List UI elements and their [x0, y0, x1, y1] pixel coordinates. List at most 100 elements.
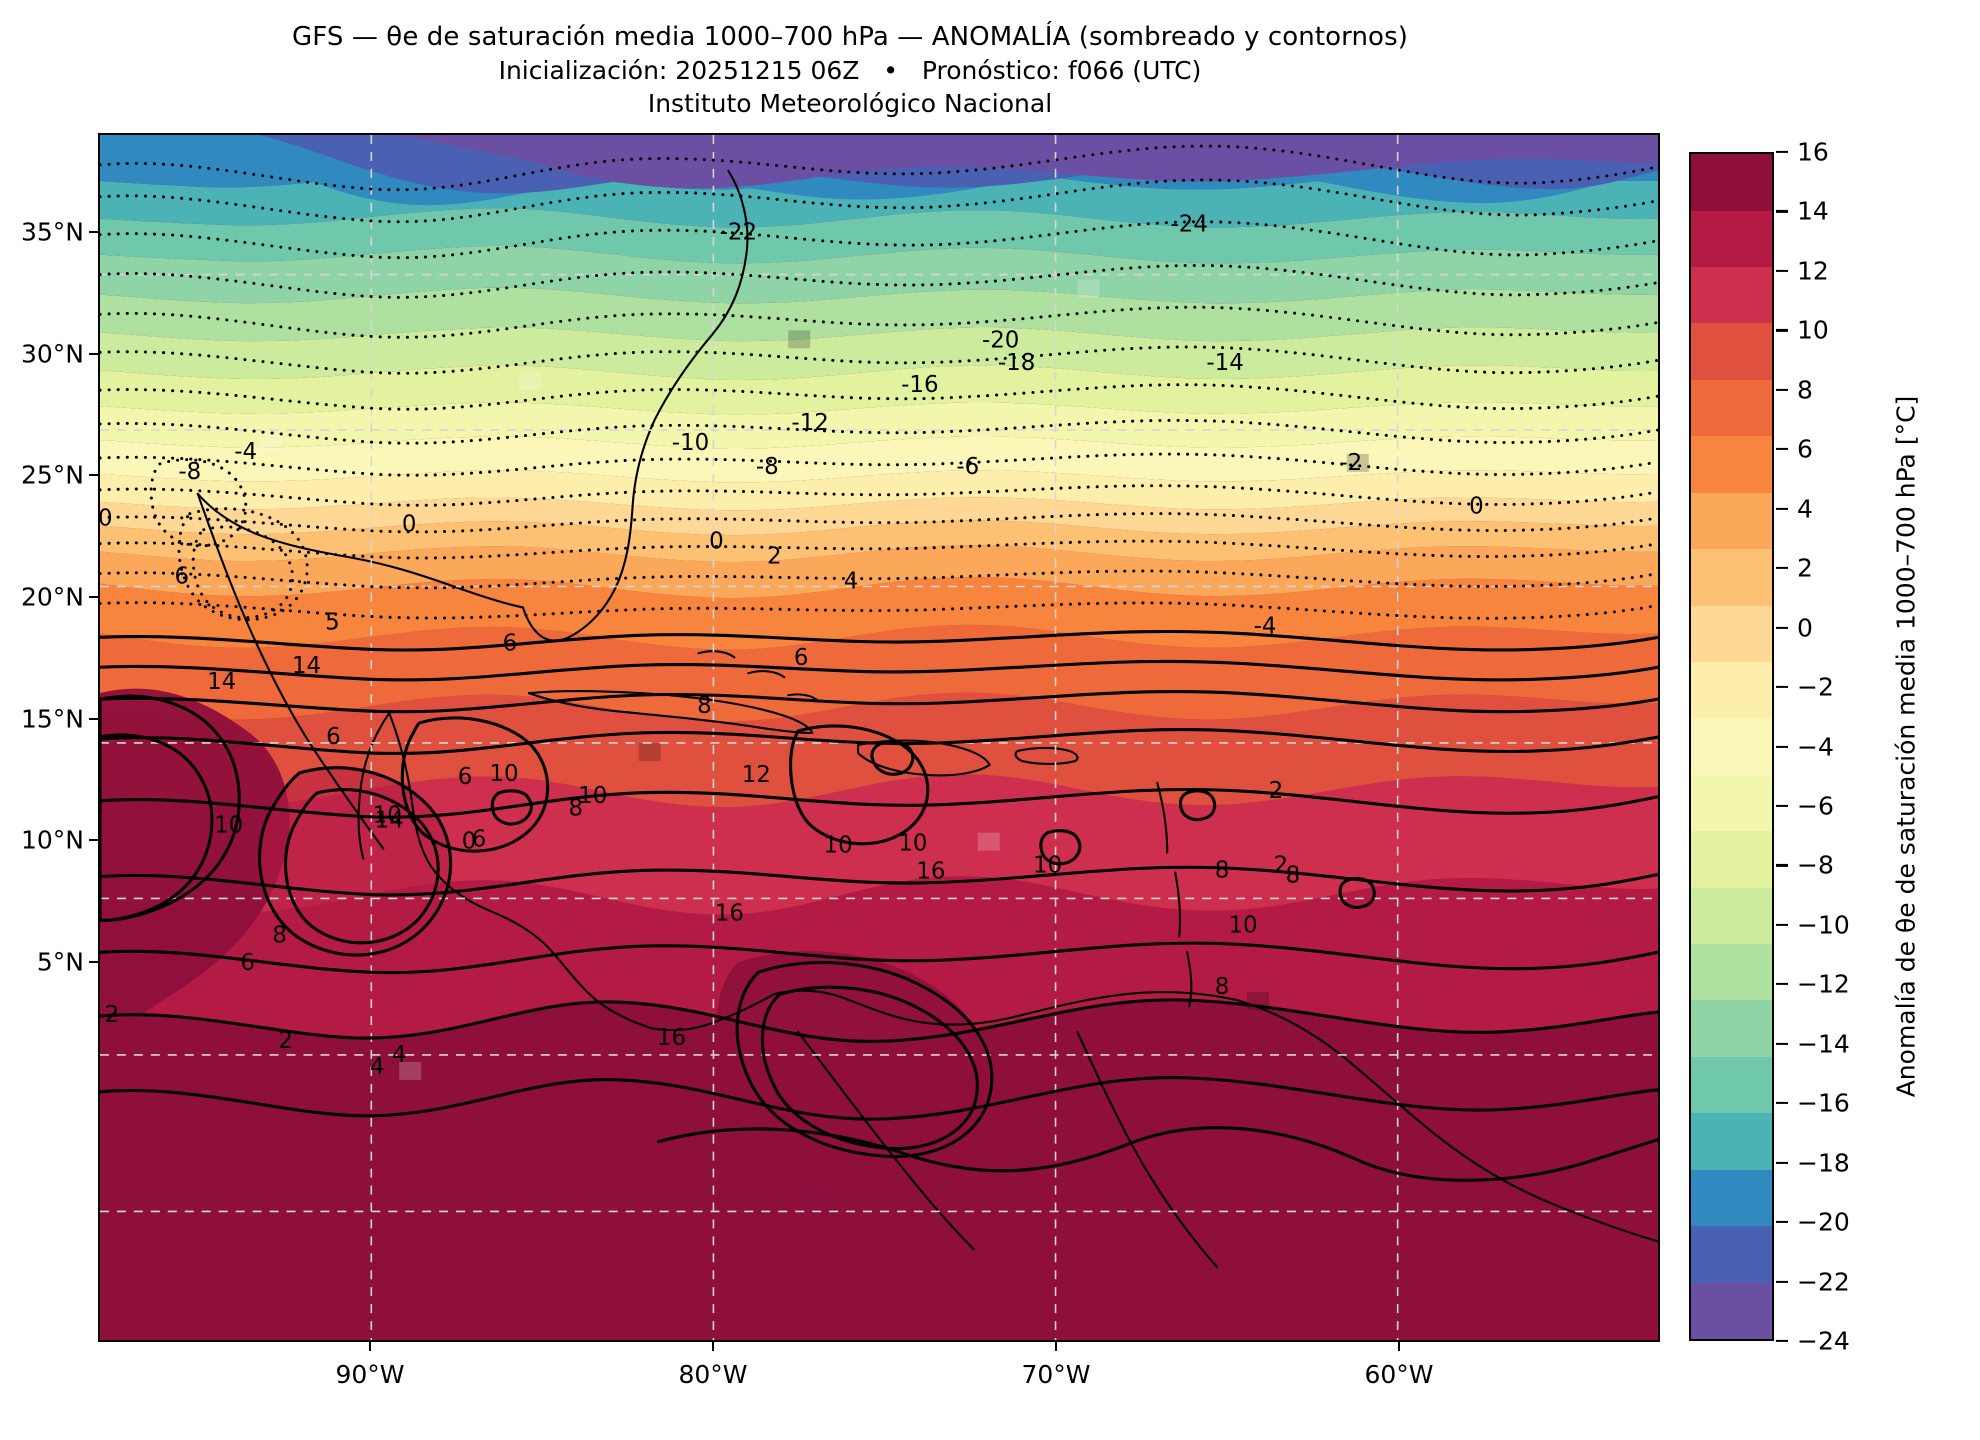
colorbar-ticklabel-−16: −16: [1797, 1088, 1850, 1118]
colorbar-tickmark-4: [1776, 507, 1788, 510]
colorbar-ticklabel-−18: −18: [1797, 1148, 1850, 1178]
colorbar-band-5: [1691, 1000, 1772, 1057]
svg-text:10: 10: [214, 813, 243, 839]
colorbar-tickmark-−22: [1776, 1280, 1788, 1283]
svg-text:4: 4: [370, 1054, 385, 1080]
svg-text:-24: -24: [1170, 212, 1207, 238]
colorbar-band-2: [1691, 1169, 1772, 1227]
colorbar-band-12: [1691, 605, 1772, 662]
svg-text:6: 6: [503, 630, 518, 656]
colorbar-tickmark-−4: [1776, 745, 1788, 748]
colorbar-tickmark-−2: [1776, 685, 1788, 689]
colorbar-ticklabel-−20: −20: [1797, 1207, 1850, 1237]
svg-text:8: 8: [1286, 863, 1301, 889]
colorbar-ticklabel-12: 12: [1797, 256, 1829, 286]
xtick-mark-2: [1055, 1342, 1058, 1351]
colorbar-band-4: [1691, 1056, 1772, 1114]
anomaly-map: -24 -22 -20 -14 -18 -16 -12 -10 -8 -6 -2…: [100, 135, 1658, 1340]
colorbar-band-9: [1691, 774, 1772, 832]
colorbar-tickmark-6: [1776, 448, 1788, 451]
svg-text:10: 10: [1228, 912, 1257, 938]
colorbar-tickmark-16: [1776, 150, 1788, 154]
svg-text:-16: -16: [901, 372, 938, 398]
colorbar-tickmark-8: [1776, 388, 1788, 391]
colorbar[interactable]: [1689, 152, 1774, 1341]
colorbar-ticklabel-−24: −24: [1797, 1326, 1850, 1356]
figure-subtitle: Inicialización: 20251215 06Z • Pronóstic…: [498, 56, 1202, 85]
colorbar-ticklabel-6: 6: [1797, 434, 1813, 464]
svg-text:8: 8: [272, 922, 287, 948]
svg-text:8: 8: [1215, 974, 1230, 1000]
colorbar-ticklabel-16: 16: [1797, 137, 1829, 167]
colorbar-band-18: [1691, 266, 1772, 324]
colorbar-tickmark-−20: [1776, 1221, 1788, 1224]
colorbar-tickmark-−18: [1776, 1161, 1788, 1164]
svg-text:2: 2: [105, 1002, 120, 1028]
xtick-mark-1: [712, 1342, 715, 1351]
ytick-15N: 15°N: [20, 704, 84, 734]
title-block: GFS — θe de saturación media 1000–700 hP…: [0, 20, 1700, 120]
page-title: GFS — θe de saturación media 1000–700 hP…: [292, 22, 1408, 52]
ytick-35N: 35°N: [20, 217, 84, 247]
svg-text:12: 12: [742, 762, 771, 788]
xtick-80W: 80°W: [678, 1360, 748, 1389]
svg-text:16: 16: [715, 900, 744, 926]
colorbar-band-6: [1691, 944, 1772, 1001]
colorbar-tickmark-14: [1776, 210, 1788, 213]
svg-text:10: 10: [824, 833, 853, 859]
ytick-5N: 5°N: [36, 947, 84, 977]
svg-text:2: 2: [1274, 853, 1289, 879]
colorbar-band-19: [1691, 210, 1772, 267]
colorbar-tickmark-−14: [1776, 1042, 1788, 1045]
svg-text:-20: -20: [982, 327, 1019, 353]
colorbar-band-10: [1691, 718, 1772, 775]
colorbar-band-8: [1691, 831, 1772, 888]
map-panel[interactable]: -24 -22 -20 -14 -18 -16 -12 -10 -8 -6 -2…: [98, 133, 1660, 1342]
map-gridlines: [100, 135, 1658, 1340]
svg-text:10: 10: [898, 831, 927, 857]
colorbar-ticklabel-14: 14: [1797, 196, 1829, 226]
colorbar-band-17: [1691, 323, 1772, 380]
ytick-mark-6: [89, 961, 98, 964]
colorbar-ticklabel-−4: −4: [1797, 732, 1834, 761]
colorbar-ticklabel-−22: −22: [1797, 1267, 1850, 1297]
svg-text:6: 6: [326, 724, 341, 750]
colorbar-ticklabel-4: 4: [1797, 494, 1813, 524]
colorbar-ticklabel-−6: −6: [1797, 791, 1834, 821]
colorbar-band-7: [1691, 887, 1772, 945]
svg-text:0: 0: [1469, 494, 1484, 520]
colorbar-ticklabel-−10: −10: [1797, 910, 1850, 940]
colorbar-tickmark-−16: [1776, 1102, 1788, 1105]
colorbar-ticklabel-8: 8: [1797, 375, 1813, 405]
svg-text:6: 6: [174, 564, 189, 590]
ytick-mark-5: [89, 839, 98, 842]
colorbar-band-1: [1691, 1226, 1772, 1283]
svg-text:4: 4: [392, 1042, 407, 1068]
svg-text:-2: -2: [1339, 450, 1362, 476]
xtick-60W: 60°W: [1364, 1360, 1434, 1389]
colorbar-ticklabel-−12: −12: [1797, 969, 1850, 999]
svg-text:2: 2: [767, 544, 782, 570]
colorbar-ticklabel-0: 0: [1797, 613, 1813, 643]
colorbar-tickmark-−8: [1776, 864, 1788, 867]
ytick-mark-1: [89, 353, 98, 356]
svg-text:-8: -8: [756, 454, 779, 480]
colorbar-band-16: [1691, 379, 1772, 437]
svg-text:0: 0: [100, 506, 113, 532]
ytick-mark-2: [89, 474, 98, 477]
colorbar-label-text: Anomalía de θe de saturación media 1000–…: [1891, 395, 1921, 1098]
svg-text:14: 14: [375, 808, 404, 834]
colorbar-ticklabel-−2: −2: [1797, 672, 1834, 702]
xtick-mark-0: [369, 1342, 372, 1351]
svg-text:16: 16: [657, 1025, 686, 1051]
xtick-mark-3: [1398, 1342, 1401, 1351]
contour-labels: -24 -22 -20 -14 -18 -16 -12 -10 -8 -6 -2…: [100, 212, 1484, 1080]
ytick-mark-4: [89, 718, 98, 721]
xtick-90W: 90°W: [335, 1360, 405, 1389]
svg-text:0: 0: [709, 529, 724, 555]
colorbar-tickmark-0: [1776, 626, 1788, 629]
colorbar-ticklabel-−14: −14: [1797, 1029, 1850, 1059]
colorbar-label: Anomalía de θe de saturación media 1000–…: [1886, 152, 1926, 1341]
svg-text:14: 14: [292, 653, 321, 679]
